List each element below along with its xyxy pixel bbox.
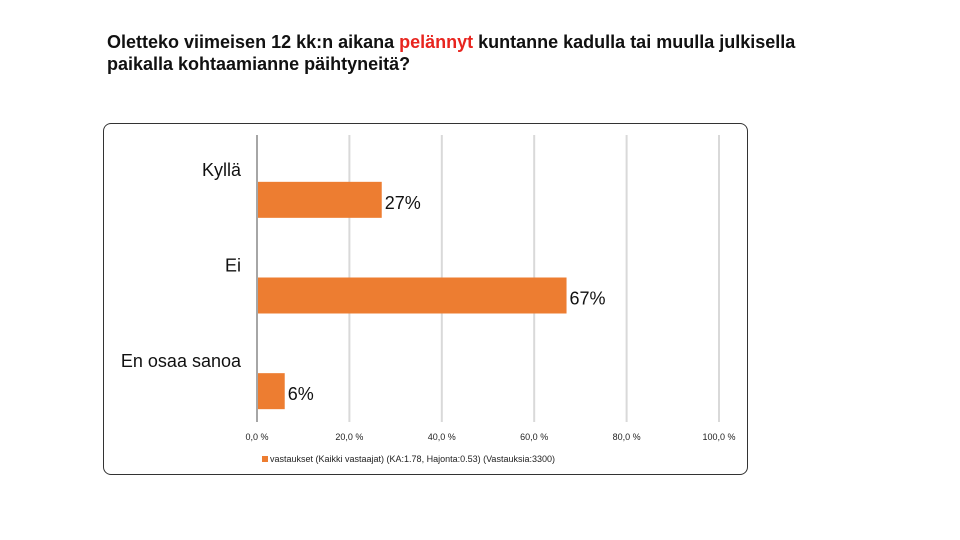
- labels: 0,0 % 20,0 % 40,0 % 60,0 % 80,0 % 100,0 % Kyll…: [121, 160, 736, 442]
- legend: vastaukset (Kaikki vastaajat) (KA:1.78, …: [262, 454, 555, 464]
- x-tick-label: 20,0 %: [335, 432, 363, 442]
- x-tick-label: 60,0 %: [520, 432, 548, 442]
- x-tick-label: 100,0 %: [702, 432, 735, 442]
- x-tick-label: 0,0 %: [245, 432, 268, 442]
- title-part-1: Oletteko viimeisen 12 kk:n aikana: [107, 32, 400, 52]
- chart-frame: [103, 123, 748, 475]
- data-label: 67%: [570, 289, 606, 309]
- gridlines: [256, 135, 720, 422]
- legend-swatch: [262, 456, 268, 462]
- bar-0: [258, 181, 382, 218]
- chart-title: Oletteko viimeisen 12 kk:n aikana pelänn…: [107, 31, 807, 75]
- title-highlight: pelännyt: [399, 32, 474, 52]
- data-label: 27%: [385, 193, 421, 213]
- x-tick-label: 40,0 %: [428, 432, 456, 442]
- legend-label: vastaukset (Kaikki vastaajat) (KA:1.78, …: [270, 454, 555, 464]
- category-label: Ei: [225, 256, 241, 276]
- bar-1: [258, 277, 567, 314]
- x-tick-label: 80,0 %: [613, 432, 641, 442]
- category-label: En osaa sanoa: [121, 351, 242, 371]
- bars: [258, 181, 567, 410]
- data-label: 6%: [288, 384, 314, 404]
- bar-2: [258, 373, 285, 410]
- category-label: Kyllä: [202, 160, 242, 180]
- title-part-2: kuntanne kadulla tai muulla julkisella p…: [107, 32, 796, 74]
